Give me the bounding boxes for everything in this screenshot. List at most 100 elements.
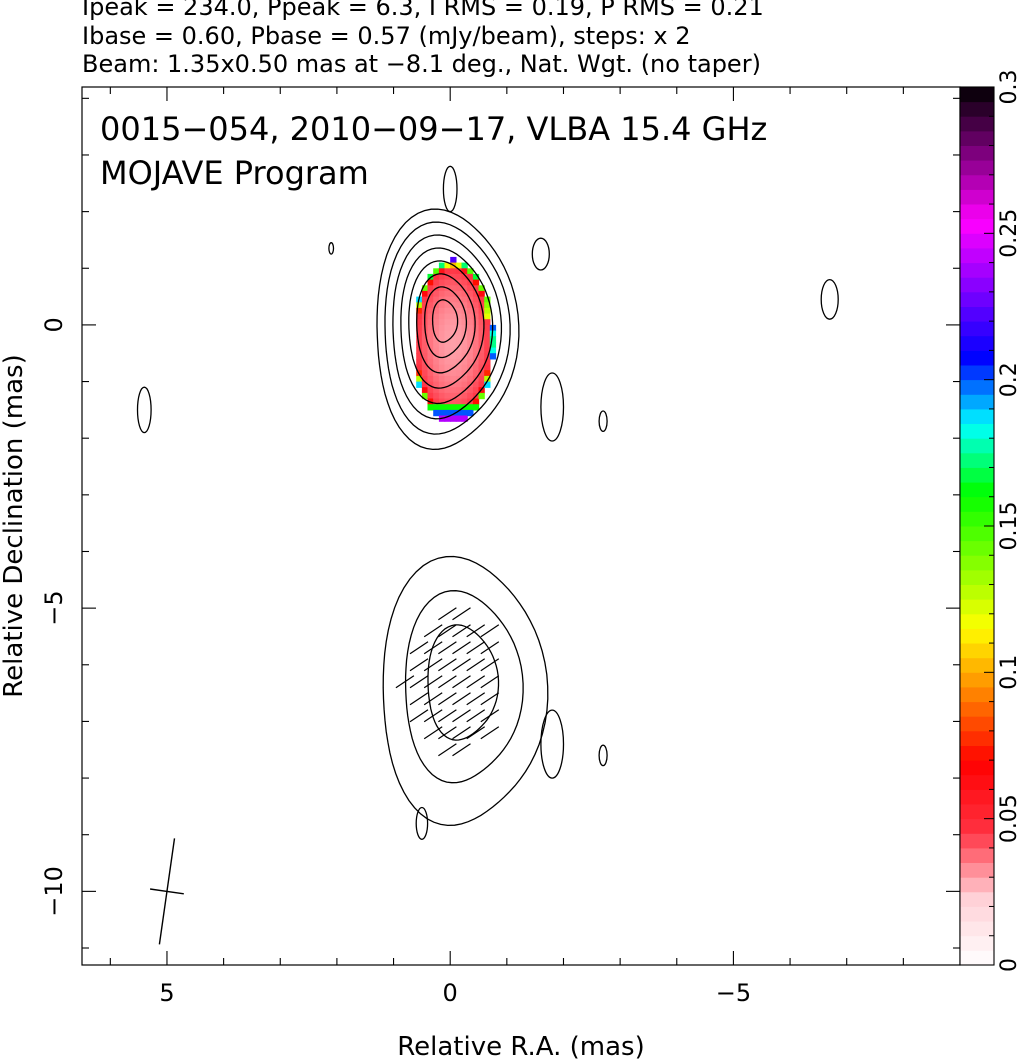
pol-cell [478, 347, 485, 354]
pol-cell [489, 353, 497, 360]
colorbar-segment [960, 833, 994, 849]
pol-cell [467, 358, 474, 366]
pol-cell [455, 268, 463, 275]
polarization-vector [452, 692, 471, 706]
polarization-vector [452, 709, 471, 723]
pol-cell [444, 324, 451, 332]
pol-cell [444, 364, 451, 371]
pol-cell [416, 347, 423, 354]
plot-title: 0015−054, 2010−09−17, VLBA 15.4 GHz [100, 110, 767, 148]
colorbar-segment [960, 350, 994, 366]
pol-cell [421, 370, 429, 377]
pol-cell [421, 387, 429, 394]
pol-cell [433, 273, 440, 281]
pol-cell [421, 302, 429, 309]
pol-cell [455, 273, 463, 281]
noise-contour [328, 242, 335, 255]
pol-cell [450, 268, 457, 275]
pol-cell [416, 313, 423, 320]
pol-cell [472, 279, 480, 286]
pol-cell [450, 279, 457, 286]
x-tick-label: 0 [443, 979, 458, 1007]
polarization-vector [466, 675, 486, 689]
pol-cell [467, 353, 474, 360]
pol-cell [427, 313, 434, 320]
pol-cell [455, 307, 463, 315]
pol-cell [421, 353, 429, 360]
pol-cell [438, 302, 446, 309]
pol-cell [438, 313, 446, 320]
colorbar-segment [960, 774, 994, 790]
pol-cell [472, 358, 480, 366]
polarization-vector [452, 607, 471, 621]
pol-cell [450, 415, 457, 422]
pol-cell [455, 364, 463, 371]
pol-cell [455, 358, 463, 366]
pol-cell [421, 392, 429, 400]
colorbar-segment [960, 921, 994, 937]
pol-cell [433, 381, 440, 388]
pol-cell [472, 290, 480, 298]
colorbar-segment [960, 438, 994, 454]
noise-contour [415, 806, 429, 840]
colorbar-segment [960, 672, 994, 688]
polarization-vector [452, 743, 471, 757]
colorbar-segment [960, 584, 994, 600]
pol-cell [489, 341, 497, 349]
pol-cell [444, 268, 451, 275]
colorbar-segment [960, 891, 994, 907]
pol-cell [455, 302, 463, 309]
pol-cell [461, 381, 468, 388]
pol-cell [433, 307, 440, 315]
pol-cell [438, 358, 446, 366]
pol-cell [461, 324, 468, 332]
pol-cell [444, 279, 451, 286]
pol-cell [427, 296, 434, 303]
pol-cell [421, 341, 429, 349]
polarization-vector [452, 675, 471, 689]
pol-cell [455, 353, 463, 360]
pol-cell [444, 336, 451, 343]
pol-cell [484, 307, 491, 315]
contour-core-level-4 [400, 247, 494, 405]
pol-cell [461, 268, 468, 275]
pol-cell [461, 341, 468, 349]
colorbar-segment [960, 233, 994, 249]
noise-contour [540, 709, 565, 779]
colorbar-segment [960, 394, 994, 410]
pol-cell [467, 409, 474, 417]
pol-cell [433, 358, 440, 366]
pol-cell [433, 341, 440, 349]
colorbar-segment [960, 116, 994, 132]
pol-cell [484, 302, 491, 309]
pol-cell [478, 330, 485, 337]
pol-cell [478, 387, 485, 394]
pol-cell [461, 319, 468, 326]
pol-cell [484, 364, 491, 371]
polarization-vector [466, 658, 486, 672]
pol-cell [444, 370, 451, 377]
pol-cell [450, 256, 457, 264]
pol-cell [450, 307, 457, 315]
pol-cell [438, 330, 446, 337]
noise-contour [531, 237, 550, 271]
pol-cell [467, 307, 474, 315]
colorbar-segment [960, 760, 994, 776]
colorbar-segment [960, 365, 994, 381]
pol-cell [450, 341, 457, 349]
pol-cell [427, 387, 434, 394]
pol-cell [427, 285, 434, 292]
colorbar-tick-label: 0 [997, 958, 1021, 972]
colorbar-segment [960, 452, 994, 468]
pol-cell [472, 347, 480, 354]
pol-cell [455, 398, 463, 405]
polarization-vectors [395, 607, 500, 757]
pol-cell [484, 313, 491, 320]
colorbar-tick-label: 0.3 [997, 70, 1021, 105]
polarization-vector [438, 607, 457, 621]
pol-cell [427, 358, 434, 366]
polarization-vector [423, 641, 443, 655]
polarization-vector [452, 726, 471, 740]
polarization-vector [423, 675, 443, 689]
